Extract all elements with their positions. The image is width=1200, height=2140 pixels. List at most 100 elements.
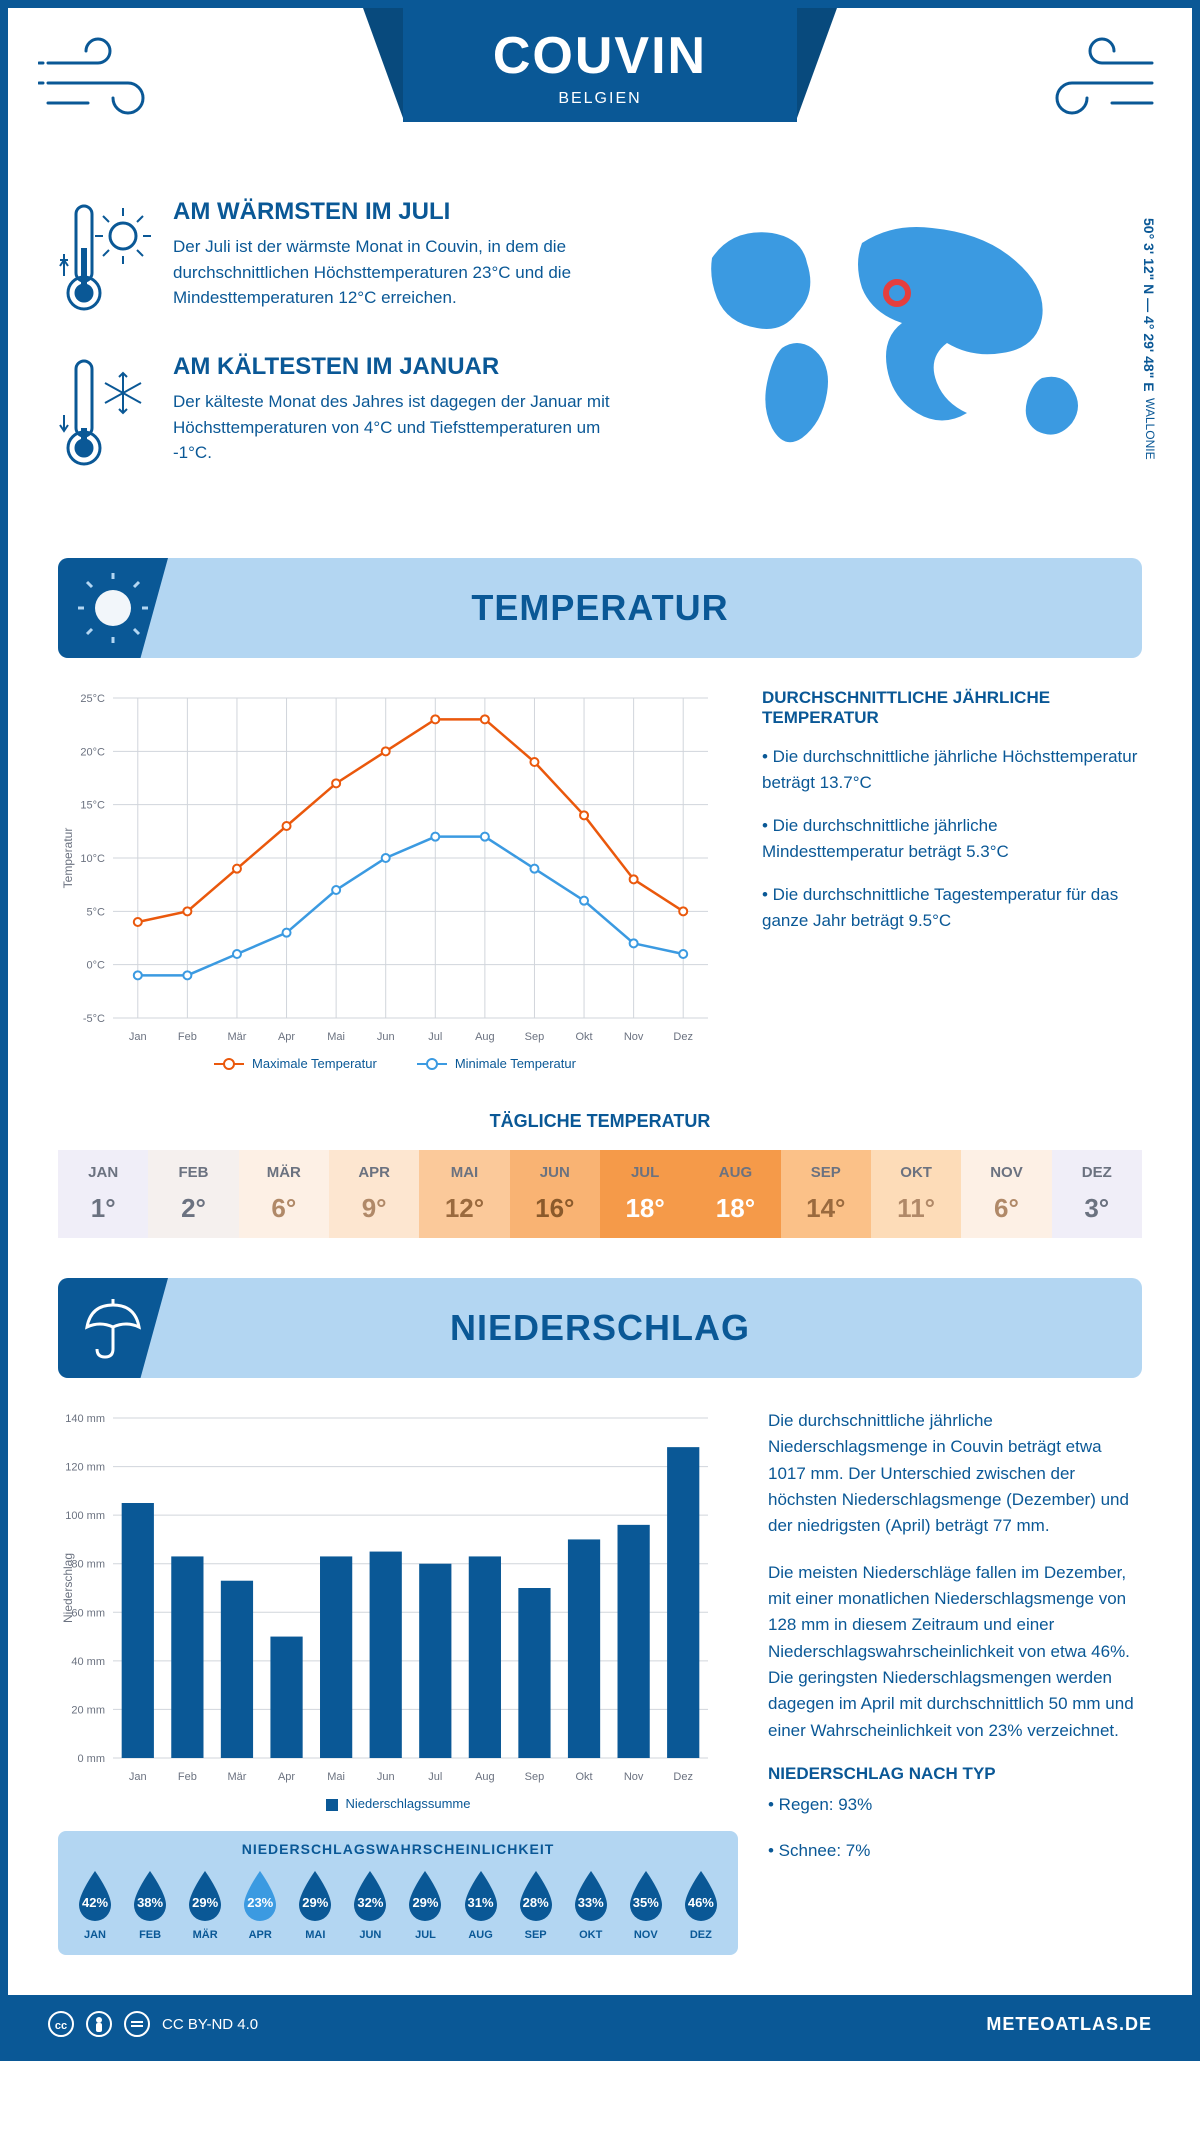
svg-text:Mär: Mär — [227, 1031, 246, 1043]
svg-text:60 mm: 60 mm — [71, 1607, 105, 1619]
prob-drop: 42%JAN — [70, 1867, 120, 1941]
daily-cell: APR9° — [329, 1150, 419, 1238]
precip-type-title: NIEDERSCHLAG NACH TYP — [768, 1764, 1142, 1784]
prob-drop: 23%APR — [235, 1867, 285, 1941]
svg-text:Dez: Dez — [673, 1771, 693, 1783]
svg-text:10°C: 10°C — [80, 853, 105, 865]
precip-left: 0 mm20 mm40 mm60 mm80 mm100 mm120 mm140 … — [58, 1408, 738, 1955]
svg-text:0 mm: 0 mm — [78, 1753, 106, 1765]
umbrella-icon — [58, 1278, 168, 1378]
daily-cell: JUL18° — [600, 1150, 690, 1238]
svg-text:Okt: Okt — [575, 1031, 592, 1043]
svg-text:140 mm: 140 mm — [65, 1413, 105, 1425]
world-map-icon — [672, 198, 1142, 463]
daily-cell: AUG18° — [690, 1150, 780, 1238]
precip-p2: Die meisten Niederschläge fallen im Deze… — [768, 1560, 1142, 1744]
svg-text:5°C: 5°C — [87, 906, 106, 918]
svg-text:20°C: 20°C — [80, 746, 105, 758]
svg-text:Mai: Mai — [327, 1771, 345, 1783]
temp-side-title: DURCHSCHNITTLICHE JÄHRLICHE TEMPERATUR — [762, 688, 1142, 728]
daily-cell: FEB2° — [148, 1150, 238, 1238]
svg-text:Jul: Jul — [428, 1031, 442, 1043]
daily-cell: JAN1° — [58, 1150, 148, 1238]
header: COUVIN BELGIEN — [8, 8, 1192, 178]
precip-text: Die durchschnittliche jährliche Niedersc… — [768, 1408, 1142, 1955]
prob-drop: 35%NOV — [621, 1867, 671, 1941]
svg-text:Niederschlag: Niederschlag — [61, 1553, 75, 1623]
temp-b2: • Die durchschnittliche jährliche Mindes… — [762, 813, 1142, 864]
legend-min: Minimale Temperatur — [455, 1056, 576, 1071]
temp-line-chart: -5°C0°C5°C10°C15°C20°C25°CJanFebMärAprMa… — [58, 688, 718, 1048]
bar-legend: Niederschlagssumme — [58, 1796, 738, 1811]
precip-title: NIEDERSCHLAG — [450, 1307, 750, 1349]
prob-drop: 33%OKT — [566, 1867, 616, 1941]
daily-cell: MÄR6° — [239, 1150, 329, 1238]
svg-text:Jan: Jan — [129, 1771, 147, 1783]
prob-drop: 38%FEB — [125, 1867, 175, 1941]
daily-temp-grid: JAN1°FEB2°MÄR6°APR9°MAI12°JUN16°JUL18°AU… — [58, 1150, 1142, 1238]
footer: cc CC BY-ND 4.0 METEOATLAS.DE — [8, 1995, 1192, 2053]
svg-text:Dez: Dez — [673, 1031, 693, 1043]
svg-text:20 mm: 20 mm — [71, 1704, 105, 1716]
svg-text:Apr: Apr — [278, 1031, 295, 1043]
warmest-block: AM WÄRMSTEN IM JULI Der Juli ist der wär… — [58, 198, 632, 323]
svg-text:Apr: Apr — [278, 1771, 295, 1783]
svg-text:100 mm: 100 mm — [65, 1510, 105, 1522]
coldest-title: AM KÄLTESTEN IM JANUAR — [173, 353, 632, 381]
thermometer-snow-icon — [58, 353, 153, 478]
temp-legend: .legend-line[style*="ea580c"]::after{bor… — [58, 1056, 732, 1071]
svg-text:40 mm: 40 mm — [71, 1656, 105, 1668]
temp-section-header: TEMPERATUR — [58, 558, 1142, 658]
svg-text:-5°C: -5°C — [83, 1013, 105, 1025]
page: COUVIN BELGIEN AM WÄRMSTEN IM JULI Der J… — [0, 0, 1200, 2061]
svg-text:Temperatur: Temperatur — [61, 828, 75, 889]
temp-b3: • Die durchschnittliche Tagestemperatur … — [762, 882, 1142, 933]
svg-text:Sep: Sep — [525, 1031, 545, 1043]
prob-drop: 31%AUG — [456, 1867, 506, 1941]
footer-license: cc CC BY-ND 4.0 — [48, 2011, 258, 2037]
temp-side-text: DURCHSCHNITTLICHE JÄHRLICHE TEMPERATUR •… — [762, 688, 1142, 1071]
precip-t2: • Schnee: 7% — [768, 1838, 1142, 1864]
country-name: BELGIEN — [493, 90, 707, 108]
legend-max: Maximale Temperatur — [252, 1056, 377, 1071]
precip-p1: Die durchschnittliche jährliche Niedersc… — [768, 1408, 1142, 1540]
thermometer-sun-icon — [58, 198, 153, 323]
svg-text:Aug: Aug — [475, 1771, 495, 1783]
city-name: COUVIN — [493, 26, 707, 86]
prob-drop: 29%JUL — [400, 1867, 450, 1941]
prob-drop: 29%MAI — [290, 1867, 340, 1941]
svg-text:Mär: Mär — [227, 1771, 246, 1783]
prob-title: NIEDERSCHLAGSWAHRSCHEINLICHKEIT — [70, 1841, 726, 1857]
coordinates: 50° 3' 12" N — 4° 29' 48" E — [1141, 218, 1157, 392]
map-block: 50° 3' 12" N — 4° 29' 48" E WALLONIE — [672, 198, 1142, 508]
svg-text:Feb: Feb — [178, 1771, 197, 1783]
warmest-title: AM WÄRMSTEN IM JULI — [173, 198, 632, 226]
precip-section-header: NIEDERSCHLAG — [58, 1278, 1142, 1378]
daily-cell: NOV6° — [961, 1150, 1051, 1238]
precip-body: 0 mm20 mm40 mm60 mm80 mm100 mm120 mm140 … — [8, 1378, 1192, 1975]
daily-cell: MAI12° — [419, 1150, 509, 1238]
daily-cell: OKT11° — [871, 1150, 961, 1238]
svg-text:Okt: Okt — [575, 1771, 592, 1783]
svg-text:cc: cc — [55, 2020, 67, 2032]
daily-cell: SEP14° — [781, 1150, 871, 1238]
prob-drop: 46%DEZ — [676, 1867, 726, 1941]
svg-text:Jun: Jun — [377, 1771, 395, 1783]
svg-text:Sep: Sep — [525, 1771, 545, 1783]
svg-text:Nov: Nov — [624, 1031, 644, 1043]
sun-icon — [58, 558, 168, 658]
prob-row: 42%JAN38%FEB29%MÄR23%APR29%MAI32%JUN29%J… — [70, 1867, 726, 1941]
prob-drop: 32%JUN — [345, 1867, 395, 1941]
svg-text:Feb: Feb — [178, 1031, 197, 1043]
temp-chart-area: -5°C0°C5°C10°C15°C20°C25°CJanFebMärAprMa… — [58, 688, 732, 1071]
footer-site: METEOATLAS.DE — [986, 2014, 1152, 2035]
wind-icon-right — [1032, 33, 1162, 128]
precip-bar-chart: 0 mm20 mm40 mm60 mm80 mm100 mm120 mm140 … — [58, 1408, 718, 1788]
probability-box: NIEDERSCHLAGSWAHRSCHEINLICHKEIT 42%JAN38… — [58, 1831, 738, 1955]
daily-cell: JUN16° — [510, 1150, 600, 1238]
svg-text:25°C: 25°C — [80, 693, 105, 705]
cc-icon: cc — [48, 2011, 74, 2037]
region-label: WALLONIE — [1143, 398, 1157, 460]
svg-text:Nov: Nov — [624, 1771, 644, 1783]
wind-icon-left — [38, 33, 168, 128]
